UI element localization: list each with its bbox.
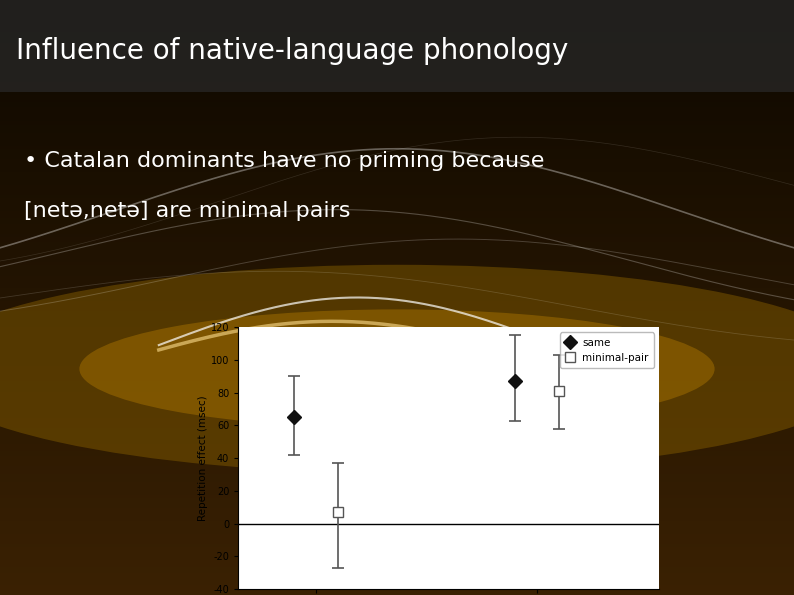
Legend: same, minimal-pair: same, minimal-pair: [561, 333, 653, 368]
Text: Influence of native-language phonology: Influence of native-language phonology: [16, 36, 569, 65]
Bar: [0, 0, 794, 92]
Text: [netə,netə] are minimal pairs: [netə,netə] are minimal pairs: [24, 201, 350, 221]
Ellipse shape: [79, 309, 715, 428]
Y-axis label: Repetition effect (msec): Repetition effect (msec): [198, 395, 208, 521]
Text: • Catalan dominants have no priming because: • Catalan dominants have no priming beca…: [24, 151, 544, 171]
Ellipse shape: [0, 265, 794, 473]
Ellipse shape: [258, 339, 536, 399]
